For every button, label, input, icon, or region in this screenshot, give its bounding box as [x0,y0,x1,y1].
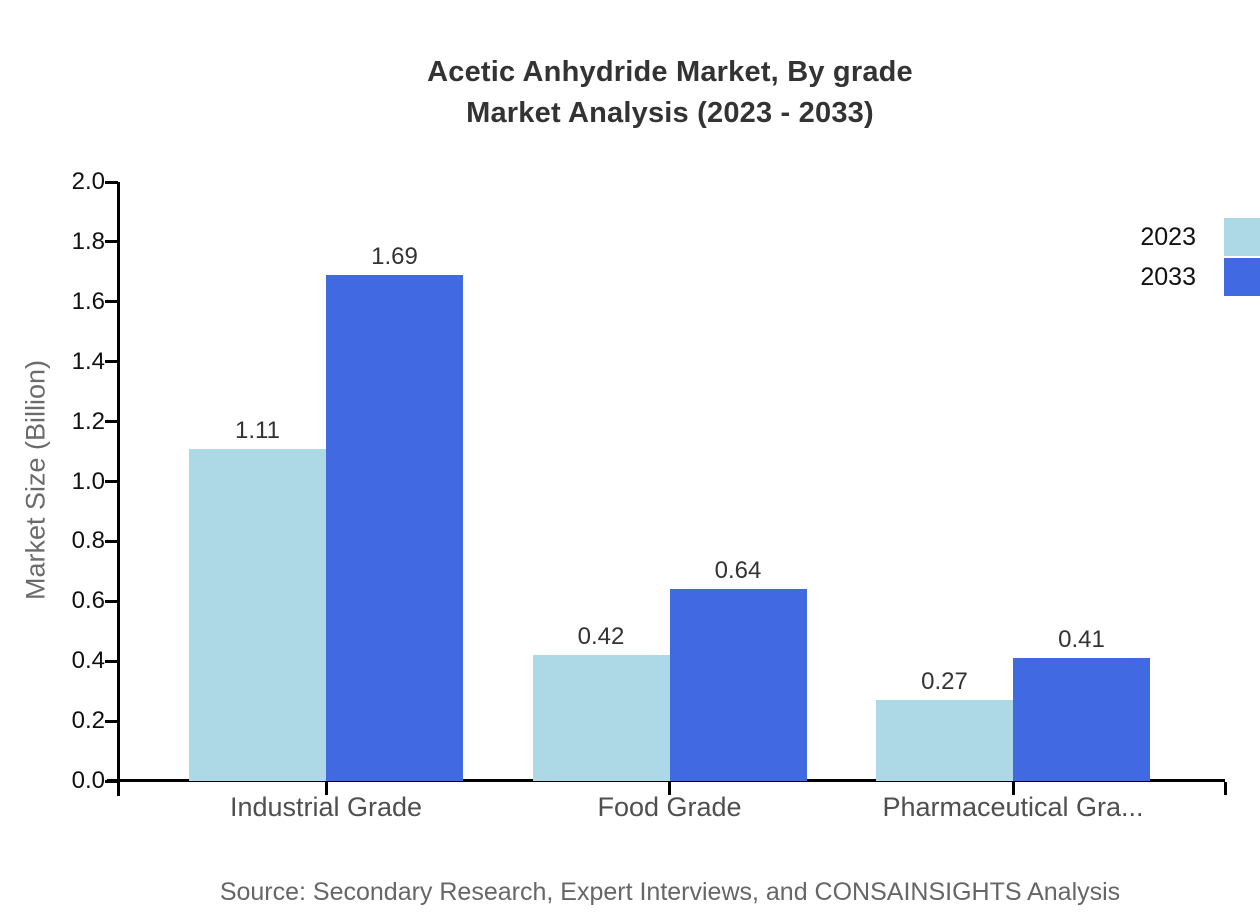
y-tick-label: 1.0 [71,467,105,495]
y-axis-spine [117,182,120,796]
y-tick [105,360,118,364]
y-tick-label: 0.4 [71,647,105,675]
y-tick [105,599,118,603]
source-note: Source: Secondary Research, Expert Inter… [219,878,1121,906]
y-tick [105,480,118,483]
y-tick [105,539,118,543]
chart-title-line1: Acetic Anhydride Market, By grade [427,56,913,88]
y-tick-label: 0.2 [71,707,105,735]
bar-value-label: 0.27 [921,668,968,696]
y-tick-label: 1.6 [71,287,105,315]
bar-2023-3 [876,700,1013,781]
x-tick [1011,782,1015,795]
x-axis-labels: Industrial Grade Food Grade Pharmaceutical… [120,792,1225,832]
legend-swatch [1224,258,1260,296]
y-tick-label: 1.8 [71,227,105,255]
legend-swatch [1224,218,1260,256]
y-tick [105,719,118,723]
y-tick-label: 1.2 [71,407,105,435]
legend: 2023 2033 [1140,218,1260,296]
legend-label: 2023 [1140,222,1196,251]
chart-title: Acetic Anhydride Market, By grade Market… [0,52,1260,134]
y-tick-label: 0.6 [71,587,105,615]
legend-item-2023: 2023 [1140,218,1260,256]
x-tick [324,782,328,795]
chart-title-line2: Market Analysis (2023 - 2033) [466,97,874,129]
y-tick [105,240,118,244]
y-tick [105,420,118,424]
x-category-label: Industrial Grade [229,792,423,822]
x-axis-end-tick [1223,782,1227,795]
y-tick-label: 1.4 [71,347,105,375]
x-tick [668,782,671,795]
bar-value-label: 1.11 [235,416,280,444]
legend-label: 2033 [1140,262,1196,291]
bar-value-label: 0.42 [577,623,625,651]
y-tick [105,659,118,663]
bar-2033-1 [326,274,463,781]
bar-value-label: 0.41 [1058,626,1105,654]
bar-2033-3 [1013,658,1150,781]
y-tick-label: 0.0 [71,767,105,794]
x-category-label: Food Grade [597,792,742,822]
plot-area: 0.0 0.2 0.4 0.6 0.8 1.0 1.2 1.4 1.6 1.8 2.0 1.11 1.6… [72,168,1227,796]
y-tick [105,180,118,184]
bar-2023-1 [189,448,326,781]
legend-item-2033: 2033 [1140,258,1260,296]
bar-2033-2 [669,589,807,781]
bar-value-label: 1.69 [371,242,418,270]
y-tick-label: 0.8 [71,527,105,555]
bar-2023-2 [532,655,670,781]
y-tick [105,779,118,783]
bar-value-label: 0.64 [714,557,762,585]
x-category-label: Pharmaceutical Gra... [882,792,1144,822]
y-tick-label: 2.0 [71,168,105,195]
y-tick [105,300,118,304]
